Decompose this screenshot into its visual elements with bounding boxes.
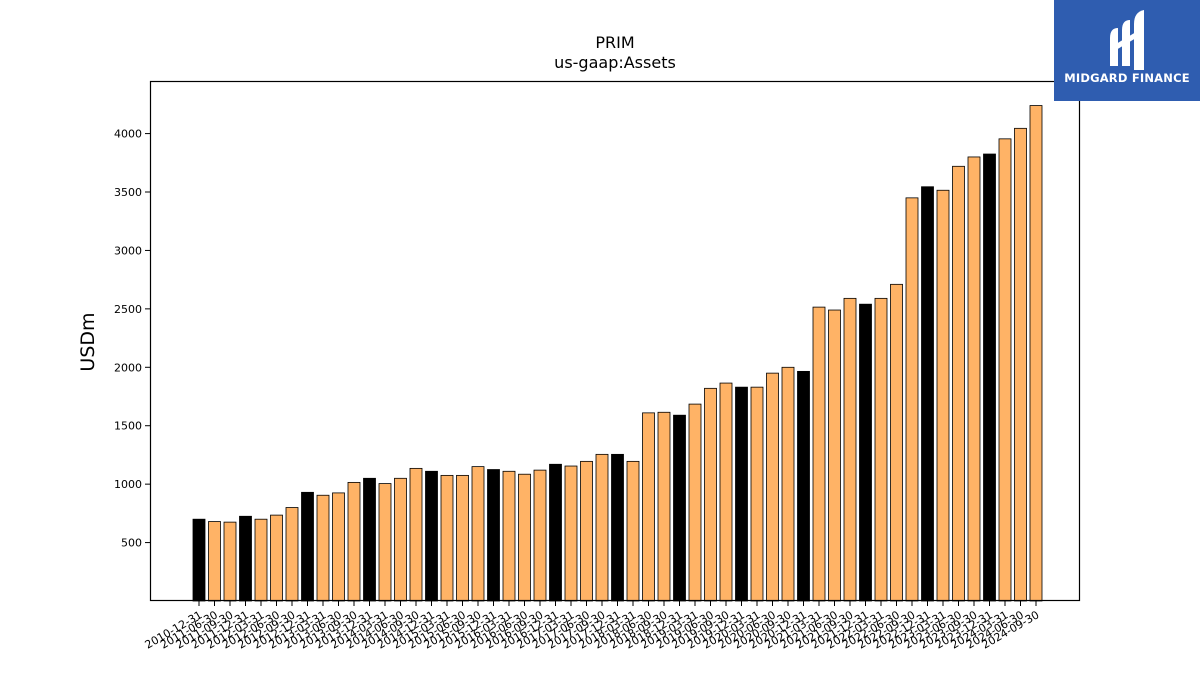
bar-2014-03-31 [378, 483, 392, 602]
bar-2023-09-30 [967, 156, 981, 602]
bar-2016-06-30 [518, 473, 531, 602]
y-tick-label: 1000 [114, 478, 142, 491]
y-tick-label: 3500 [114, 186, 142, 199]
bar-2020-03-31 [750, 386, 764, 602]
plot-frame [149, 80, 1081, 602]
bar-2019-03-31 [688, 403, 702, 602]
bar-2021-03-31 [812, 306, 826, 602]
bar-2022-03-31 [874, 297, 888, 602]
bar-2018-06-30 [642, 412, 655, 602]
bar-2011-06-30 [208, 521, 221, 602]
bar-2019-06-30 [704, 387, 717, 602]
bar-2012-03-31 [254, 518, 268, 602]
bar-2015-12-31 [487, 469, 500, 602]
bar-2023-06-30 [952, 165, 965, 602]
brand-name: MIDGARD FINANCE [1064, 71, 1190, 85]
bar-2020-06-30 [766, 372, 779, 602]
bar-2016-12-31 [549, 463, 562, 602]
bar-2022-12-31 [921, 186, 934, 602]
bar-2021-09-30 [843, 297, 857, 602]
bar-2024-09-30 [1029, 105, 1043, 602]
bar-2014-12-31 [425, 470, 438, 602]
bar-2015-03-31 [440, 474, 454, 602]
bar-2018-09-30 [657, 411, 671, 602]
bar-2012-12-31 [301, 491, 314, 602]
bar-2011-09-30 [223, 521, 237, 602]
bar-2014-09-30 [409, 467, 423, 602]
brand-logo: MIDGARD FINANCE [1054, 0, 1200, 101]
y-tick-label: 1500 [114, 420, 142, 433]
bar-2017-09-30 [595, 453, 609, 602]
y-axis-label: USDm [77, 312, 99, 371]
bar-2023-03-31 [936, 189, 950, 602]
x-ticks-group: 2010-12-312011-06-302011-09-302011-12-31… [143, 601, 1042, 652]
bar-2024-03-31 [998, 138, 1012, 602]
bar-2016-09-30 [533, 469, 547, 602]
y-tick-label: 3000 [114, 244, 142, 257]
bar-2014-06-30 [394, 477, 407, 602]
bar-2017-06-30 [580, 460, 593, 602]
bar-2021-12-31 [859, 303, 872, 602]
bar-2013-12-31 [363, 477, 376, 602]
y-tick-label: 500 [121, 537, 142, 550]
bar-2015-06-30 [456, 474, 469, 602]
bar-2013-06-30 [332, 492, 345, 602]
midgard-logo-icon [1110, 10, 1144, 70]
bar-2013-03-31 [316, 494, 330, 602]
y-ticks-group: 500 1000 1500 2000 2500 3000 3500 4000 [114, 128, 150, 550]
bar-2020-12-31 [797, 370, 810, 602]
bar-2022-09-30 [905, 197, 919, 602]
bar-2012-09-30 [285, 507, 299, 602]
bar-2017-03-31 [564, 465, 578, 602]
bars-group [192, 105, 1043, 602]
bar-2012-06-30 [270, 514, 283, 602]
bar-2011-12-31 [239, 515, 252, 602]
bar-2018-03-31 [626, 460, 640, 602]
y-tick-label: 2000 [114, 361, 142, 374]
bar-2010-12-31 [192, 518, 206, 602]
bar-2023-12-31 [983, 153, 996, 602]
bar-2021-06-30 [828, 309, 841, 602]
bar-2019-12-31 [735, 386, 748, 602]
bar-2018-12-31 [673, 414, 686, 602]
bar-2016-03-31 [502, 470, 516, 602]
bar-2020-09-30 [781, 366, 795, 602]
bar-2024-06-30 [1014, 127, 1027, 602]
bar-2019-09-30 [719, 382, 733, 602]
bar-2013-09-30 [347, 481, 361, 602]
chart-subtitle: us-gaap:Assets [554, 53, 676, 72]
chart-title: PRIM [595, 33, 634, 52]
bar-2022-06-30 [890, 283, 903, 602]
bar-2017-12-31 [611, 453, 624, 602]
y-tick-label: 4000 [114, 128, 142, 141]
y-tick-label: 2500 [114, 303, 142, 316]
bar-2015-09-30 [471, 466, 485, 602]
